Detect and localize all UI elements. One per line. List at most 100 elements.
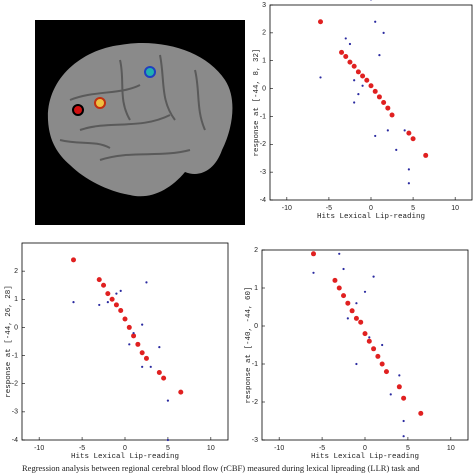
y-tick-label: 0 (254, 323, 258, 330)
plot-frame (21, 242, 229, 441)
data-point (372, 88, 378, 94)
y-tick-label: 0 (14, 324, 18, 331)
data-point (145, 281, 148, 284)
data-point (357, 93, 360, 96)
data-point (374, 20, 377, 23)
data-point (126, 324, 132, 330)
data-point (98, 303, 101, 307)
plot-frame (269, 4, 473, 201)
data-point (128, 343, 131, 346)
data-point (382, 31, 385, 34)
x-tick-label: 0 (369, 205, 373, 212)
brain-folds (59, 54, 206, 161)
x-axis-label: Hits Lexical Lip-reading (71, 453, 179, 461)
data-point (96, 277, 102, 283)
data-point (156, 369, 162, 375)
x-tick-label: -5 (319, 445, 325, 452)
data-point (131, 333, 137, 339)
y-tick-label: 2 (14, 268, 18, 275)
data-point (355, 69, 361, 75)
data-point (312, 271, 315, 274)
data-point (149, 365, 152, 368)
y-tick-label: -3 (12, 409, 18, 416)
x-tick-label: -5 (79, 445, 85, 452)
data-point (311, 251, 316, 257)
data-point (351, 63, 357, 69)
x-tick-label: 5 (411, 205, 415, 212)
y-tick-label: -2 (12, 381, 18, 388)
data-point (401, 395, 407, 401)
data-point (366, 338, 372, 344)
data-point (135, 341, 141, 347)
data-point (332, 277, 338, 283)
x-tick-label: 5 (166, 445, 170, 452)
data-point (371, 346, 377, 352)
data-point (370, 0, 372, 1)
data-point (348, 42, 352, 46)
data-point (402, 435, 405, 438)
data-point (368, 336, 371, 339)
x-tick-label: -5 (326, 205, 332, 212)
data-point (319, 76, 322, 79)
data-point (166, 399, 170, 402)
data-point (385, 105, 391, 111)
data-point (374, 134, 377, 138)
data-point (378, 54, 381, 57)
y-tick-label: -2 (252, 399, 258, 406)
data-point (410, 136, 416, 142)
data-point (386, 129, 389, 132)
y-tick-label: -1 (260, 113, 266, 120)
y-tick-label: -2 (260, 141, 266, 148)
x-tick-label: 10 (447, 445, 455, 452)
data-point (403, 129, 406, 132)
data-point (113, 302, 119, 308)
data-point (407, 168, 410, 171)
brain (47, 43, 233, 197)
y-tick-label: 1 (14, 296, 18, 303)
y-axis-label: response at [-44, 8, 32] (253, 48, 261, 156)
data-point (383, 369, 389, 375)
data-point (353, 79, 356, 82)
data-point (347, 59, 353, 65)
y-tick-label: 1 (254, 285, 258, 292)
data-point (343, 54, 349, 60)
y-tick-label: 1 (262, 58, 266, 65)
x-tick-label: -10 (282, 205, 292, 212)
y-tick-label: -1 (12, 352, 18, 359)
data-point (101, 282, 107, 288)
data-point (342, 267, 345, 271)
data-point (353, 101, 356, 104)
x-tick-label: 10 (207, 445, 215, 452)
data-point (375, 353, 381, 359)
data-point (381, 343, 384, 347)
data-point (166, 438, 170, 442)
data-point (407, 182, 410, 185)
x-tick-label: -10 (274, 445, 284, 452)
caption: Regression analysis between regional cer… (22, 463, 420, 473)
data-point (119, 289, 122, 292)
data-point (341, 293, 347, 299)
data-point (178, 389, 184, 395)
x-tick-label: 0 (123, 445, 127, 452)
data-point (418, 410, 424, 416)
data-point (141, 323, 144, 326)
y-axis-label: response at [-40, -44, 60] (245, 286, 253, 403)
data-point (398, 374, 401, 377)
y-tick-label: 2 (254, 247, 258, 254)
y-tick-label: 0 (262, 85, 266, 92)
data-point (339, 49, 345, 55)
data-point (161, 375, 167, 381)
data-point (362, 331, 368, 337)
data-point (336, 285, 342, 291)
brain-image (35, 20, 245, 225)
data-point (389, 112, 395, 118)
data-point (406, 130, 412, 136)
data-point (158, 346, 161, 349)
data-point (372, 275, 375, 278)
data-point (395, 148, 398, 151)
